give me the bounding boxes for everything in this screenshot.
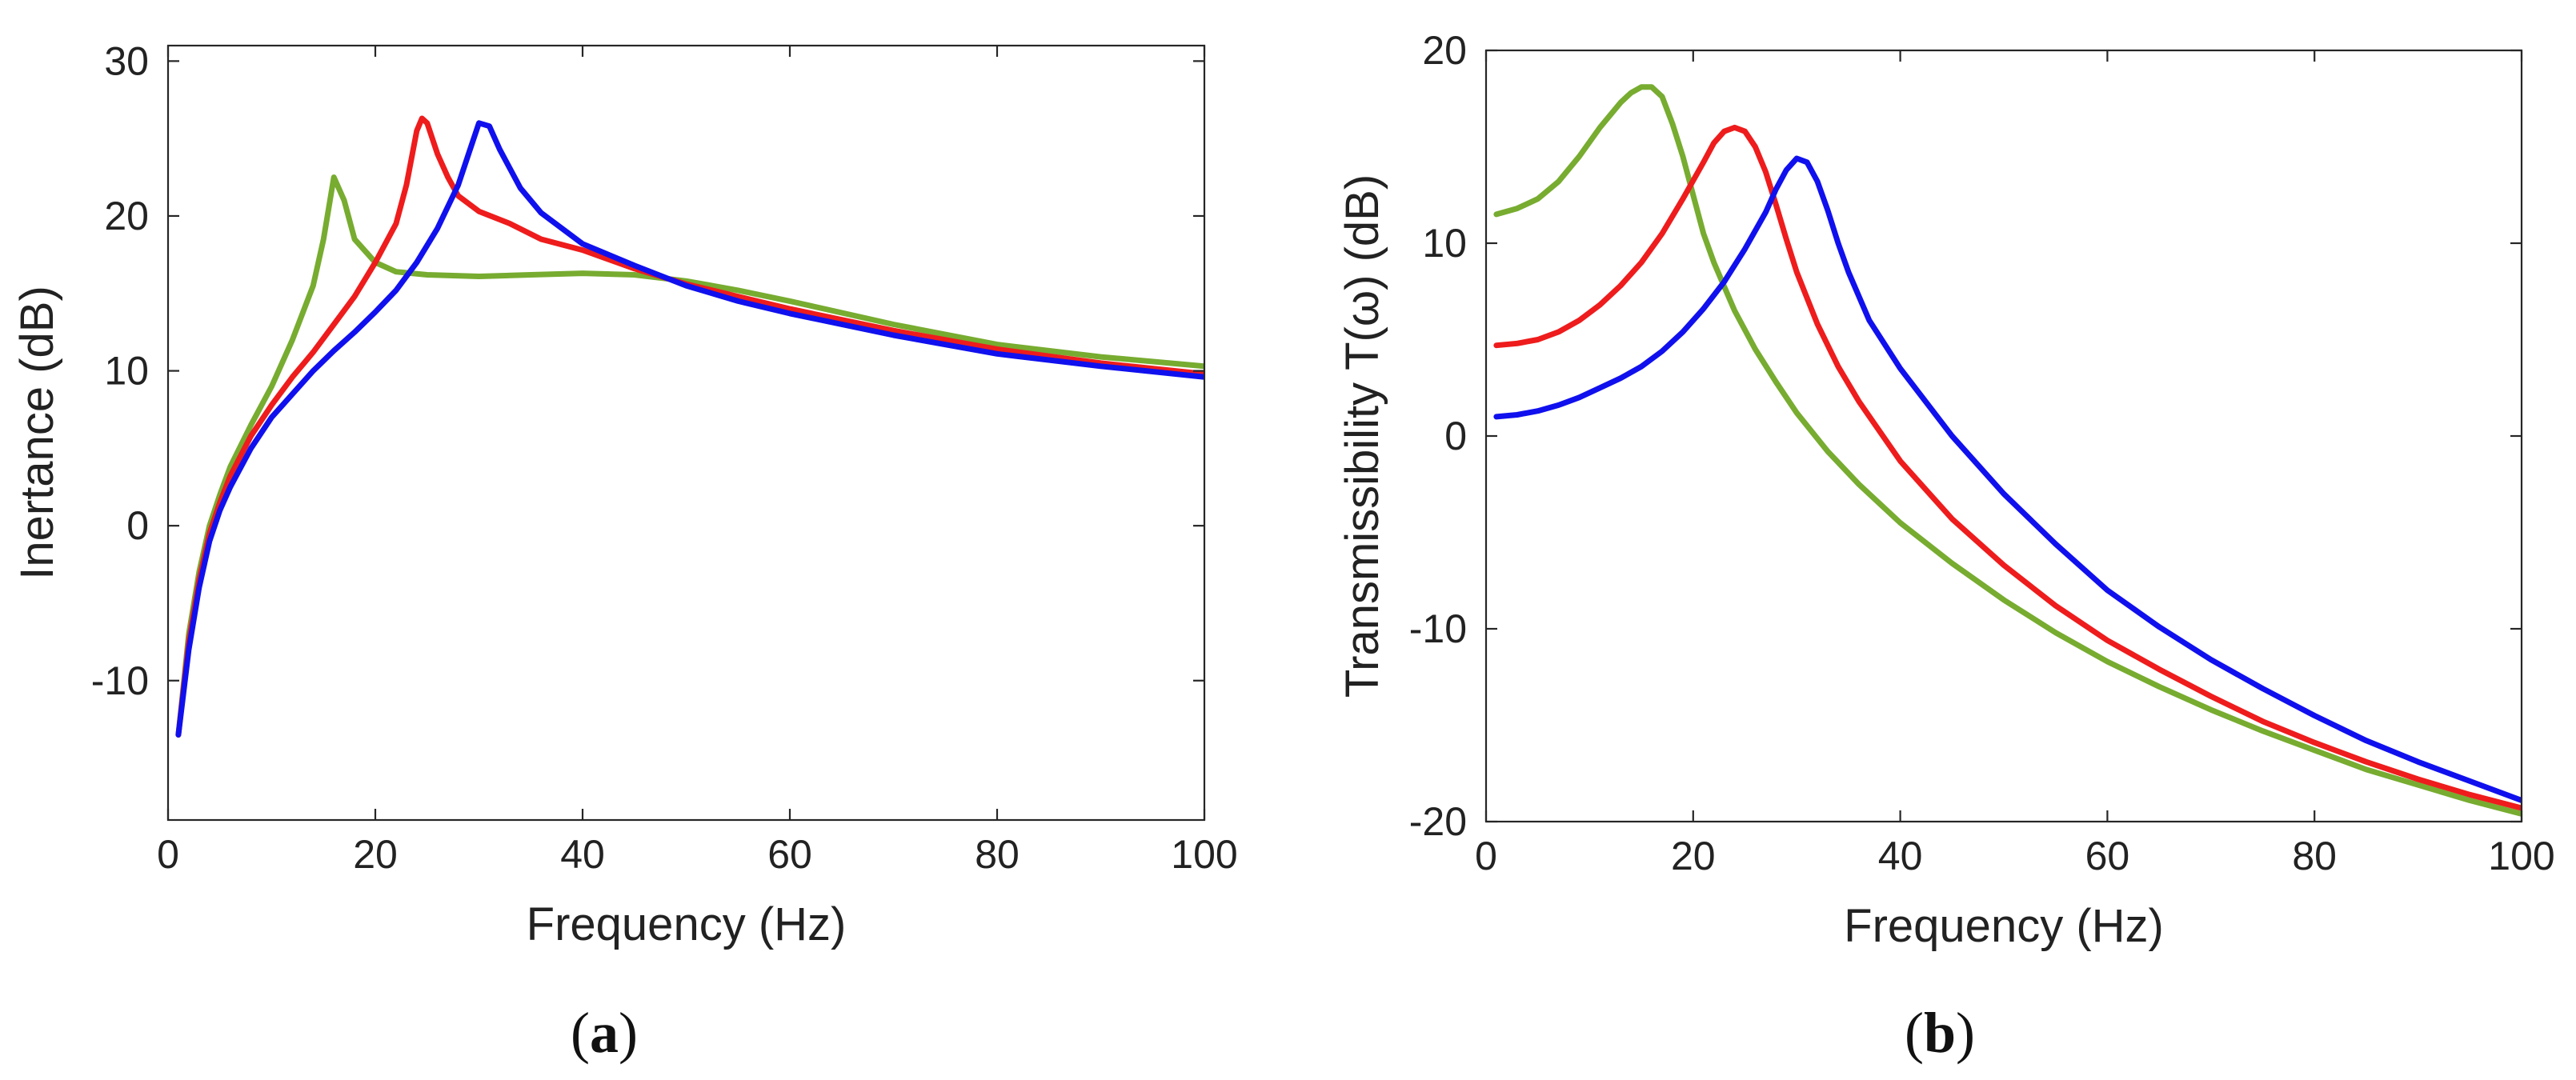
series-line-blue: [1493, 155, 2522, 803]
x-tick-label: 20: [353, 832, 398, 877]
x-tick-label: 100: [2488, 834, 2554, 878]
axes-box: [166, 44, 1206, 822]
series-line-red: [1493, 124, 2522, 811]
y-tick-label: 0: [126, 503, 149, 548]
x-axis-label: Frequency (Hz): [1844, 900, 2164, 952]
y-tick-label: -20: [1409, 799, 1467, 844]
panel-label: (b): [1905, 1001, 1975, 1065]
x-axis-label: Frequency (Hz): [527, 898, 847, 950]
y-axis-label: Inertance (dB): [11, 286, 63, 580]
panel-label-close-paren: ): [1956, 1001, 1975, 1065]
series-group: [1493, 84, 2522, 817]
x-tick-label: 40: [1878, 834, 1923, 878]
y-tick-label: -10: [1409, 606, 1467, 651]
x-tick-label: 60: [767, 832, 812, 877]
y-tick-label: 10: [1422, 221, 1467, 266]
x-tick-label: 80: [975, 832, 1020, 877]
axes-box: [1484, 49, 2523, 823]
y-tick-label: 20: [1422, 28, 1467, 73]
x-tick-label: 0: [1475, 834, 1497, 878]
panel-label-open-paren: (: [571, 1001, 590, 1065]
panel-label-open-paren: (: [1905, 1001, 1924, 1065]
y-tick-label: 0: [1444, 414, 1467, 458]
x-tick-label: 60: [2085, 834, 2130, 878]
y-tick-label: 30: [104, 38, 149, 83]
y-axis-label: Transmissibility T(ω) (dB): [1336, 174, 1388, 698]
y-tick-label: -10: [91, 658, 149, 703]
x-tick-label: 0: [157, 832, 179, 877]
x-tick-label: 80: [2292, 834, 2337, 878]
x-tick-label: 100: [1171, 832, 1237, 877]
series-group: [175, 115, 1204, 738]
panel-label: (a): [571, 1001, 638, 1065]
series-line-green: [175, 174, 1204, 738]
panel-label-letter: b: [1924, 1001, 1956, 1065]
y-tick-label: 10: [104, 349, 149, 394]
chart-panel-b: 0 20 40 60 80 100 -20 -10 0 10 20 Frequency (Hz) Tra…: [1336, 28, 2555, 1065]
x-tick-label: 20: [1671, 834, 1716, 878]
y-tick-label: 20: [104, 194, 149, 238]
chart-panel-a: 0 20 40 60 80 100 -10 0 10 20 30 Frequency (Hz) Iner…: [11, 38, 1238, 1065]
panel-label-letter: a: [590, 1001, 619, 1065]
series-line-green: [1493, 84, 2522, 817]
series-line-blue: [175, 120, 1204, 738]
series-line-red: [175, 115, 1204, 738]
panel-label-close-paren: ): [619, 1001, 638, 1065]
x-tick-label: 40: [560, 832, 605, 877]
